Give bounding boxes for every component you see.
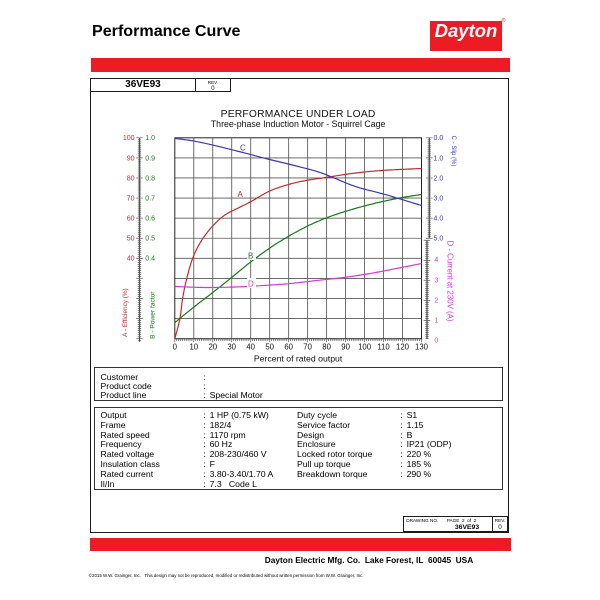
svg-text:PERFORMANCE UNDER LOAD: PERFORMANCE UNDER LOAD [221,109,376,120]
svg-text:0.7: 0.7 [145,196,155,203]
svg-text:80: 80 [127,175,135,182]
svg-text:D: D [248,280,254,289]
svg-text:Percent of rated output: Percent of rated output [254,353,343,363]
svg-text:30: 30 [227,343,236,352]
svg-text:80: 80 [322,343,331,352]
svg-text:A: A [238,190,244,199]
svg-text:100: 100 [358,343,372,352]
svg-text:1: 1 [434,318,438,325]
svg-text:0.6: 0.6 [145,216,155,223]
svg-text:90: 90 [127,155,135,162]
svg-text:4.0: 4.0 [434,216,444,223]
svg-text:0: 0 [434,338,438,345]
svg-text:60: 60 [284,343,293,352]
svg-text:0.5: 0.5 [145,236,155,243]
svg-text:B - Power factor: B - Power factor [150,291,157,339]
svg-text:B: B [248,252,253,261]
svg-text:110: 110 [377,343,390,352]
svg-text:0: 0 [173,343,178,352]
svg-text:1.0: 1.0 [145,135,155,142]
svg-text:D - Current at 230V (A): D - Current at 230V (A) [446,240,455,321]
svg-text:50: 50 [265,343,274,352]
svg-text:0.9: 0.9 [145,155,155,162]
svg-text:130: 130 [415,343,429,352]
svg-text:2.0: 2.0 [434,175,444,182]
svg-text:90: 90 [341,343,350,352]
svg-text:0.8: 0.8 [145,175,155,182]
svg-text:20: 20 [208,343,217,352]
svg-text:120: 120 [396,343,410,352]
svg-text:1.0: 1.0 [434,155,444,162]
svg-text:100: 100 [123,135,135,142]
svg-text:0.0: 0.0 [434,135,444,142]
svg-text:2: 2 [434,297,438,304]
svg-text:4: 4 [434,257,438,264]
svg-text:60: 60 [127,216,135,223]
svg-text:Three-phase Induction Motor -: Three-phase Induction Motor - Squirrel C… [211,119,386,129]
svg-text:3: 3 [434,277,438,284]
svg-text:0.4: 0.4 [145,256,155,263]
svg-text:3.0: 3.0 [434,196,444,203]
svg-text:50: 50 [127,236,135,243]
svg-text:A - Efficiency (%): A - Efficiency (%) [122,288,129,337]
svg-text:C - Slip (%): C - Slip (%) [450,136,456,167]
svg-text:10: 10 [189,343,198,352]
svg-text:40: 40 [246,343,255,352]
svg-text:5.0: 5.0 [434,236,444,243]
svg-text:C: C [240,144,246,153]
svg-text:40: 40 [127,256,135,263]
svg-text:70: 70 [127,196,135,203]
svg-text:70: 70 [303,343,312,352]
